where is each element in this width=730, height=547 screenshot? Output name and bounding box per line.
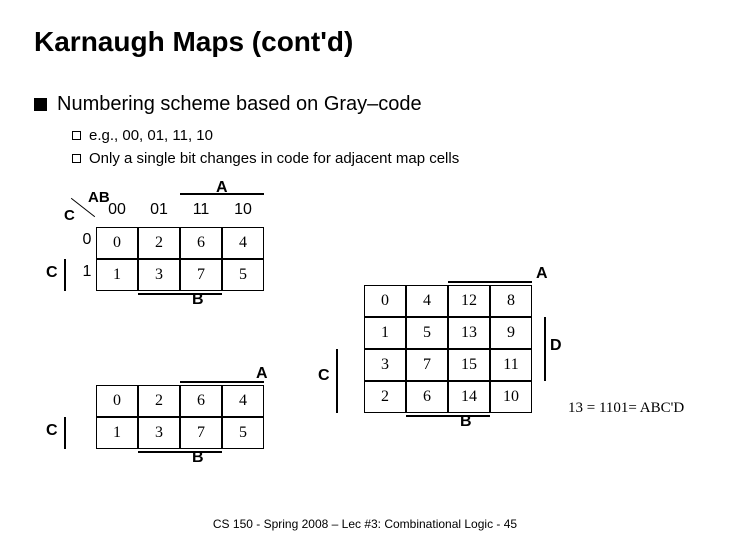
cell-0-2: 6 — [180, 385, 222, 417]
sub-bullet-1: e.g., 00, 01, 11, 10 — [72, 127, 213, 144]
bar-C — [336, 349, 338, 413]
cell-3-3: 10 — [490, 381, 532, 413]
label-C-side: C — [46, 422, 58, 440]
cell-1-3: 9 — [490, 317, 532, 349]
cell-0-3: 4 — [222, 385, 264, 417]
bullet-icon — [72, 131, 81, 140]
label-D-side: D — [550, 337, 562, 355]
bar-B — [406, 415, 490, 417]
footer-text: CS 150 - Spring 2008 – Lec #3: Combinati… — [0, 517, 730, 531]
label-C-diag: C — [64, 207, 75, 224]
cell-0-3: 4 — [222, 227, 264, 259]
cell-0-1: 2 — [138, 227, 180, 259]
label-C-side: C — [318, 367, 330, 385]
cell-2-0: 3 — [364, 349, 406, 381]
cell-0-0: 0 — [96, 227, 138, 259]
cell-1-0: 1 — [96, 417, 138, 449]
sub-bullet-2: Only a single bit changes in code for ad… — [72, 150, 459, 167]
bar-C — [64, 259, 66, 291]
cell-1-1: 3 — [138, 417, 180, 449]
cell-1-2: 13 — [448, 317, 490, 349]
cell-1-3: 5 — [222, 259, 264, 291]
cell-3-0: 2 — [364, 381, 406, 413]
cell-2-3: 11 — [490, 349, 532, 381]
sub-bullet-2-text: Only a single bit changes in code for ad… — [89, 150, 459, 167]
cell-0-3: 8 — [490, 285, 532, 317]
row-hdr-0: 0 — [76, 231, 98, 259]
cell-1-0: 1 — [364, 317, 406, 349]
sub-bullet-1-text: e.g., 00, 01, 11, 10 — [89, 127, 213, 144]
bar-A — [448, 281, 532, 283]
col-hdr-0: 00 — [96, 201, 138, 229]
bar-A — [180, 193, 264, 195]
col-hdr-3: 10 — [222, 201, 264, 229]
cell-0-2: 6 — [180, 227, 222, 259]
bar-A — [180, 381, 264, 383]
cell-1-1: 3 — [138, 259, 180, 291]
bullet-icon — [34, 98, 47, 111]
cell-3-1: 6 — [406, 381, 448, 413]
row-hdr-1: 1 — [76, 263, 98, 291]
cell-3-2: 14 — [448, 381, 490, 413]
cell-1-1: 5 — [406, 317, 448, 349]
bar-B — [138, 293, 222, 295]
bar-C — [64, 417, 66, 449]
slide-title: Karnaugh Maps (cont'd) — [34, 26, 353, 58]
label-A-top: A — [536, 265, 548, 283]
cell-0-0: 0 — [96, 385, 138, 417]
cell-2-1: 7 — [406, 349, 448, 381]
label-C-side: C — [46, 264, 58, 282]
main-bullet: Numbering scheme based on Gray–code — [34, 93, 422, 116]
cell-0-1: 2 — [138, 385, 180, 417]
bullet-icon — [72, 154, 81, 163]
col-hdr-2: 11 — [180, 201, 222, 229]
cell-0-0: 0 — [364, 285, 406, 317]
cell-1-0: 1 — [96, 259, 138, 291]
bar-D — [544, 317, 546, 381]
cell-0-1: 4 — [406, 285, 448, 317]
main-bullet-text: Numbering scheme based on Gray–code — [57, 93, 422, 116]
cell-2-2: 15 — [448, 349, 490, 381]
cell-1-2: 7 — [180, 259, 222, 291]
cell-0-2: 12 — [448, 285, 490, 317]
cell-1-2: 7 — [180, 417, 222, 449]
annotation-text: 13 = 1101= ABC'D — [568, 400, 684, 417]
bar-B — [138, 451, 222, 453]
col-hdr-1: 01 — [138, 201, 180, 229]
cell-1-3: 5 — [222, 417, 264, 449]
